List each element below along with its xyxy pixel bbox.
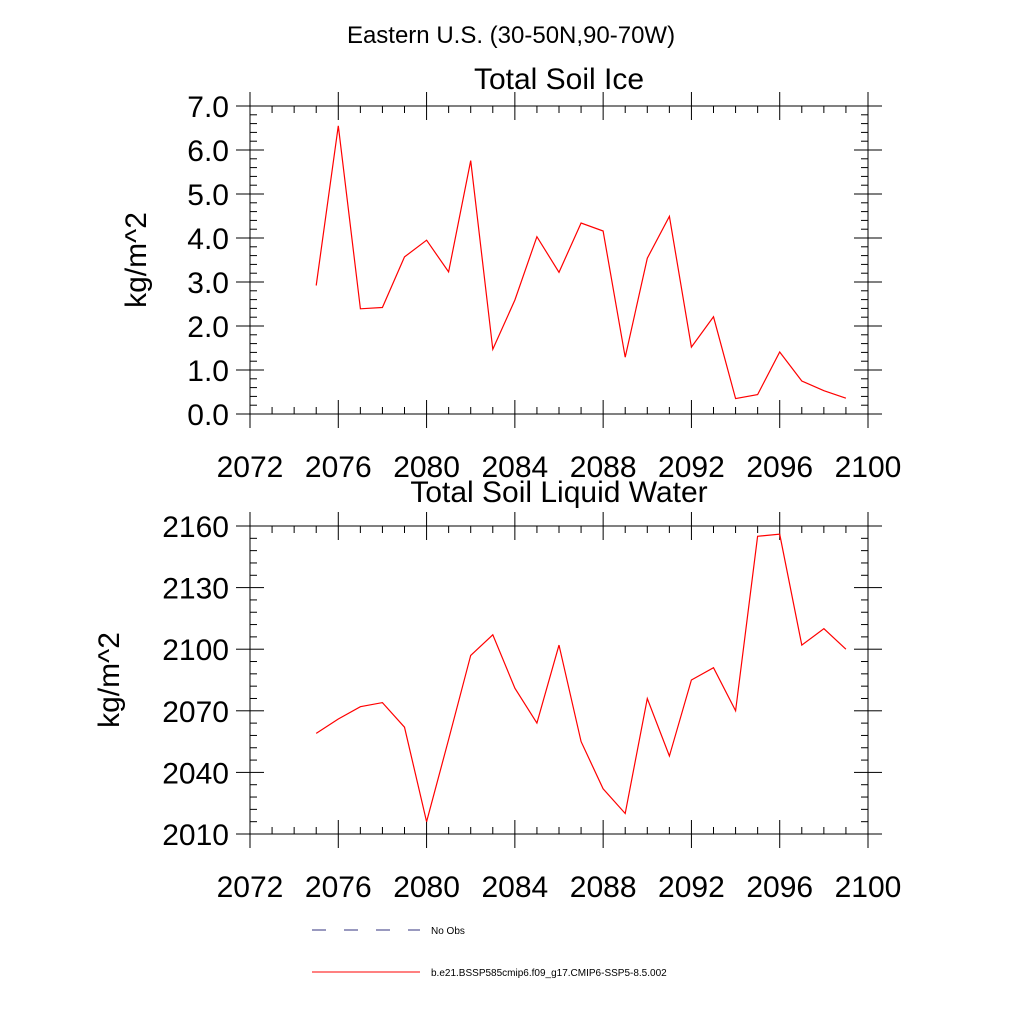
- soil-liquid-water-panel: Total Soil Liquid Water kg/m^2 2072 2076 208…: [93, 476, 901, 904]
- x-tick-label: 2100: [835, 871, 902, 904]
- y-tick-label: 2100: [162, 634, 229, 667]
- y-tick-label: 4.0: [187, 223, 229, 256]
- plot-title: Total Soil Liquid Water: [410, 476, 707, 509]
- y-tick-label: 2070: [162, 696, 229, 729]
- legend-label: b.e21.BSSP585cmip6.f09_g17.CMIP6-SSP5-8.…: [431, 968, 667, 979]
- x-tick-label: 2092: [658, 451, 725, 484]
- x-tick-label: 2088: [570, 871, 637, 904]
- legend-label: No Obs: [431, 926, 465, 937]
- y-tick-label: 7.0: [187, 91, 229, 124]
- y-tick-label: 6.0: [187, 135, 229, 168]
- y-tick-label: 0.0: [187, 399, 229, 432]
- x-tick-label: 2076: [305, 871, 372, 904]
- y-tick-label: 2010: [162, 819, 229, 852]
- x-tick-label: 2072: [217, 871, 284, 904]
- y-axis-label: kg/m^2: [93, 632, 126, 728]
- y-tick-label: 2040: [162, 757, 229, 790]
- x-tick-label: 2088: [570, 451, 637, 484]
- y-axis-label: kg/m^2: [120, 212, 153, 308]
- x-tick-label: 2096: [746, 451, 813, 484]
- data-series-line: [315, 125, 847, 400]
- plot-frame: [249, 525, 869, 835]
- y-tick-label: 1.0: [187, 355, 229, 388]
- y-tick-label: 5.0: [187, 179, 229, 212]
- x-tick-label: 2080: [393, 451, 460, 484]
- x-tick-label: 2092: [658, 871, 725, 904]
- x-tick-label: 2072: [217, 451, 284, 484]
- soil-ice-panel: Total Soil Ice kg/m^2 2072 2076 2080 2084 2088…: [120, 63, 901, 484]
- x-tick-label: 2096: [746, 871, 813, 904]
- legend: No Obs b.e21.BSSP585cmip6.f09_g17.CMIP6-S…: [312, 926, 667, 979]
- y-tick-label: 2160: [162, 511, 229, 544]
- y-tick-label: 2.0: [187, 311, 229, 344]
- x-tick-label: 2076: [305, 451, 372, 484]
- plot-title: Total Soil Ice: [474, 63, 644, 96]
- data-series-line: [315, 533, 847, 822]
- x-tick-label: 2080: [393, 871, 460, 904]
- x-tick-label: 2084: [481, 451, 548, 484]
- figure-title: Eastern U.S. (30-50N,90-70W): [347, 22, 675, 49]
- y-tick-label: 2130: [162, 573, 229, 606]
- plot-frame: [249, 105, 869, 415]
- x-tick-label: 2084: [481, 871, 548, 904]
- x-tick-label: 2100: [835, 451, 902, 484]
- y-tick-label: 3.0: [187, 267, 229, 300]
